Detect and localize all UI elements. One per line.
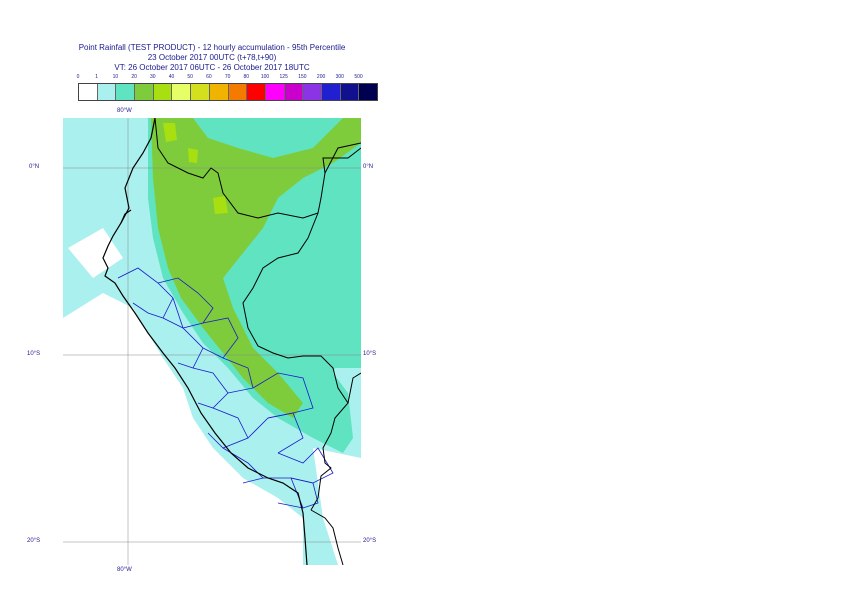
legend-swatch	[265, 84, 285, 100]
legend-label: 70	[224, 74, 231, 80]
admin-boundary	[202, 317, 239, 359]
title-line-1: Point Rainfall (TEST PRODUCT) - 12 hourl…	[78, 43, 346, 52]
moderate-rain-zone	[298, 328, 361, 368]
legend-labels: 0 1 10 20 30 40 50 60 70 80 100 125 150 200 300 500	[70, 74, 363, 84]
admin-boundary	[222, 357, 254, 394]
legend-label: 10	[112, 74, 119, 80]
legend-color-bar	[78, 83, 378, 101]
lon-label-bottom: 80°W	[117, 567, 132, 573]
legend-swatch	[172, 84, 192, 100]
legend-swatch	[116, 84, 136, 100]
very-heavy-rain-zone	[163, 123, 177, 142]
legend-label: 30	[150, 74, 156, 80]
lat-label-left-10s: 10°S	[27, 351, 41, 357]
lat-label-right-20s: 20°S	[363, 538, 377, 544]
very-heavy-rain-zone	[188, 148, 198, 163]
map-title: Point Rainfall (TEST PRODUCT) - 12 hourl…	[62, 43, 362, 73]
legend-swatch	[303, 84, 322, 100]
heavy-rain-zone	[151, 118, 361, 418]
admin-boundary	[252, 372, 314, 419]
legend-swatch	[79, 84, 98, 100]
legend-label: 40	[168, 74, 175, 80]
legend-swatch	[321, 84, 341, 100]
title-line-2: 23 October 2017 00UTC (t+78,t+90)	[147, 53, 277, 62]
legend-label: 80	[243, 74, 250, 80]
admin-boundary	[290, 477, 319, 509]
lat-label-right-0: 0°N	[363, 164, 374, 170]
legend-swatch	[153, 84, 173, 100]
admin-boundaries	[117, 267, 334, 509]
legend-swatch	[247, 84, 266, 100]
color-legend: 0 1 10 20 30 40 50 60 70 80 100 125 150 200 300 500	[70, 74, 378, 104]
legend-label: 100	[260, 74, 270, 80]
national-border	[310, 509, 344, 565]
graticule	[63, 118, 361, 565]
legend-label: 0	[76, 74, 80, 80]
rainfall-map: 0°N 10°S 20°S 0°N 10°S 20°S 80°W 80°W	[27, 108, 376, 573]
dry-zone	[63, 293, 303, 565]
title-line-3: VT: 26 October 2017 06UTC - 26 October 2…	[114, 63, 310, 72]
dry-zone	[133, 388, 183, 448]
national-border	[154, 118, 361, 219]
national-border	[324, 142, 361, 174]
map-canvas	[63, 118, 361, 565]
legend-swatch	[340, 84, 360, 100]
legend-swatch	[191, 84, 210, 100]
legend-label: 60	[206, 74, 212, 80]
heavy-rain-zones	[151, 118, 361, 418]
legend-swatch	[209, 84, 229, 100]
national-borders	[154, 118, 361, 565]
lat-label-right-10s: 10°S	[363, 351, 377, 357]
legend-label: 500	[354, 74, 363, 80]
lon-label-top: 80°W	[117, 108, 132, 114]
legend-label: 50	[187, 74, 193, 80]
legend-swatch	[135, 84, 154, 100]
legend-label: 20	[131, 74, 137, 80]
very-heavy-rain-zones	[163, 123, 228, 214]
coastline-path	[102, 118, 308, 565]
national-border	[347, 372, 361, 404]
legend-label: 1	[95, 74, 99, 80]
legend-label: 200	[316, 74, 326, 80]
legend-swatch	[359, 84, 377, 100]
national-border	[242, 212, 349, 511]
legend-label: 300	[335, 74, 344, 80]
legend-swatch	[228, 84, 248, 100]
admin-boundary	[222, 447, 264, 484]
lat-label-left-20s: 20°S	[27, 538, 41, 544]
coastline	[102, 118, 308, 565]
lat-label-left-0: 0°N	[29, 164, 40, 170]
legend-swatch	[97, 84, 117, 100]
legend-swatch	[284, 84, 304, 100]
very-heavy-rain-zone	[213, 196, 228, 214]
dry-zone	[68, 228, 123, 278]
legend-label: 150	[298, 74, 307, 80]
coastline-path	[120, 209, 132, 224]
legend-label: 125	[279, 74, 288, 80]
